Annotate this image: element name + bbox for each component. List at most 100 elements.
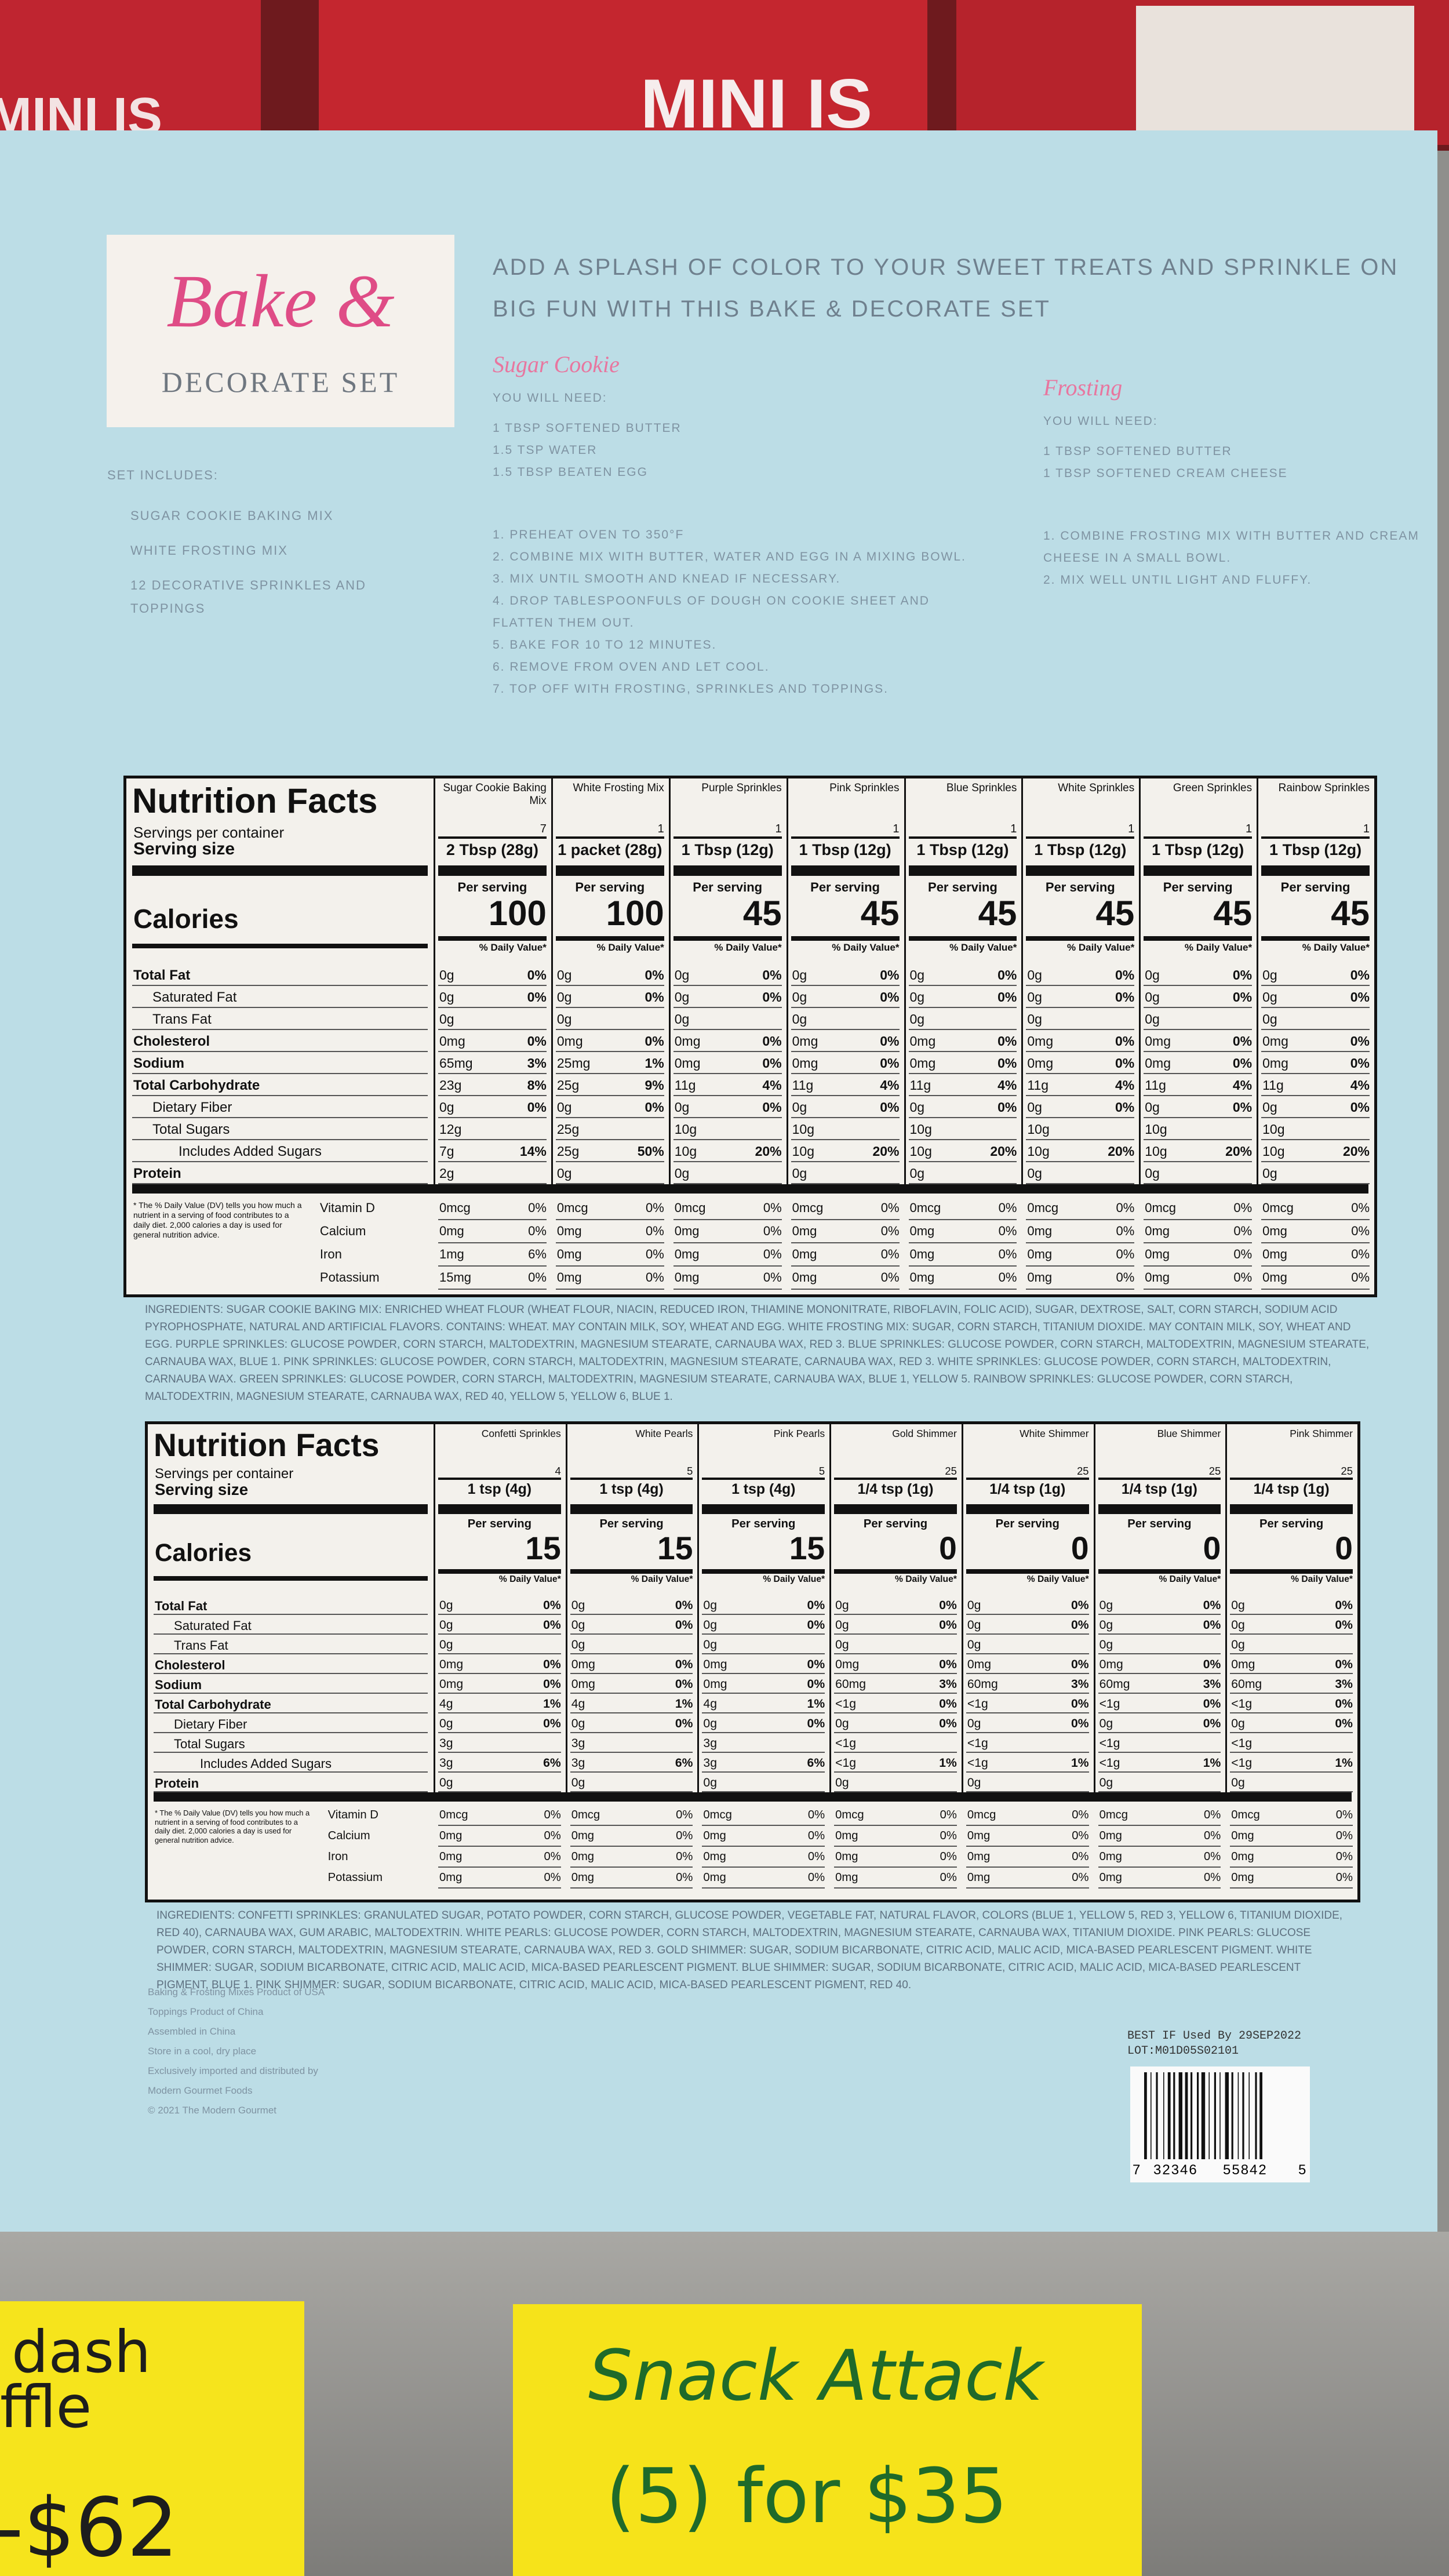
- nutrient-label: Dietary Fiber: [174, 1717, 247, 1732]
- servings: 1: [1363, 823, 1370, 835]
- row-line: [834, 1771, 957, 1773]
- amount: 60mg: [1099, 1678, 1130, 1691]
- daily-value: 0%: [1072, 1829, 1089, 1843]
- amount: <1g: [835, 1697, 857, 1711]
- per-serving: Per serving: [1280, 880, 1350, 894]
- daily-value: 1%: [675, 1697, 693, 1711]
- amount: 0g: [556, 989, 572, 1005]
- daily-value: 0%: [1072, 1809, 1089, 1822]
- dv-header: % Daily Value*: [1291, 1574, 1353, 1585]
- amount: 0g: [1231, 1638, 1245, 1652]
- row-line: [1230, 1653, 1353, 1655]
- serving-size: 1 Tbsp (12g): [1034, 841, 1127, 858]
- rule: [1230, 1569, 1353, 1574]
- row-line: [438, 1265, 547, 1267]
- daily-value: 0%: [1232, 989, 1253, 1005]
- barcode-digits: 55842: [1223, 2162, 1268, 2178]
- row-line: [438, 1846, 561, 1847]
- row-line: [908, 1161, 1017, 1162]
- product-name: White Sprinkles: [1058, 782, 1135, 794]
- column-divider: [1225, 1424, 1228, 1793]
- row-line: [154, 1791, 428, 1793]
- amount: 12g: [439, 1122, 462, 1137]
- row-line: [834, 1732, 957, 1734]
- rule: [132, 865, 428, 876]
- servings: 5: [687, 1464, 693, 1477]
- amount: 4g: [571, 1697, 585, 1711]
- row-line: [834, 1614, 957, 1616]
- daily-value: 0%: [527, 967, 547, 983]
- row-line: [673, 1139, 782, 1140]
- calories: 45: [1095, 894, 1135, 933]
- amount: 10g: [909, 1122, 932, 1137]
- row-line: [1026, 1073, 1135, 1074]
- row-line: [908, 1289, 1017, 1290]
- amount: 7g: [439, 1144, 454, 1159]
- column-divider: [1021, 778, 1024, 1184]
- servings: 1: [1128, 823, 1135, 835]
- amount: 0g: [967, 1776, 981, 1790]
- amount: 0g: [703, 1638, 717, 1652]
- amount: 0g: [1145, 1100, 1160, 1115]
- row-line: [1144, 1265, 1253, 1267]
- amount: 11g: [1262, 1078, 1284, 1093]
- daily-value: 1%: [1071, 1756, 1089, 1770]
- per-serving: Per serving: [731, 1518, 796, 1530]
- amount: 0g: [556, 1012, 572, 1027]
- daily-value: 0%: [1203, 1717, 1221, 1731]
- dv-header: % Daily Value*: [631, 1574, 693, 1585]
- amount: 0mg: [1262, 1224, 1287, 1238]
- amount: 0g: [835, 1618, 849, 1632]
- bar-stripe: [1255, 2072, 1257, 2159]
- step: 7. TOP OFF WITH FROSTING, SPRINKLES AND …: [493, 682, 889, 696]
- daily-value: 4%: [997, 1078, 1017, 1093]
- servings: 4: [555, 1464, 561, 1477]
- amount: 60mg: [967, 1678, 998, 1691]
- daily-value: 0%: [807, 1717, 825, 1731]
- row-line: [834, 1693, 957, 1694]
- daily-value: 0%: [762, 989, 782, 1005]
- row-line: [1230, 1752, 1353, 1753]
- logo-box: Bake & DECORATE SET: [107, 235, 454, 427]
- amount: 23g: [439, 1078, 462, 1093]
- daily-value: 0%: [1115, 1056, 1135, 1071]
- nutrient-label: Total Carbohydrate: [155, 1697, 271, 1712]
- amount: 0mcg: [909, 1200, 941, 1215]
- daily-value: 0%: [1115, 989, 1135, 1005]
- serving-size-label: Serving size: [155, 1480, 249, 1498]
- daily-value: 0%: [807, 1599, 825, 1613]
- amount: 0g: [967, 1618, 981, 1632]
- amount: 0mg: [967, 1850, 991, 1864]
- dv-header: % Daily Value*: [596, 942, 664, 953]
- daily-value: 0%: [645, 1200, 664, 1215]
- bar-stripe: [1225, 2072, 1229, 2159]
- ingredients: INGREDIENTS: CONFETTI SPRINKLES: GRANULA…: [156, 1909, 1343, 1991]
- amount: 0mg: [835, 1829, 858, 1843]
- row-line: [966, 1633, 1089, 1635]
- nutrient-label: Cholesterol: [133, 1034, 210, 1049]
- nutrient-label: Total Sugars: [174, 1737, 245, 1752]
- daily-value: 0%: [528, 1200, 547, 1215]
- footnote: * The % Daily Value (DV) tells you how m…: [155, 1809, 310, 1845]
- row-line: [1026, 1007, 1135, 1008]
- daily-value: 0%: [544, 1809, 561, 1822]
- product-name: Pink Sprinkles: [829, 782, 900, 794]
- rule: [673, 836, 782, 839]
- daily-value: 0%: [880, 989, 900, 1005]
- amount: 11g: [1027, 1078, 1049, 1093]
- vitamin-label: Iron: [327, 1850, 348, 1864]
- daily-value: 0%: [807, 1678, 825, 1691]
- daily-value: 0%: [1115, 1100, 1135, 1115]
- row-line: [702, 1712, 825, 1714]
- daily-value: 20%: [1342, 1144, 1370, 1159]
- daily-value: 20%: [1225, 1144, 1253, 1159]
- rule: [438, 1478, 561, 1480]
- row-line: [834, 1653, 957, 1655]
- row-line: [791, 1289, 900, 1290]
- row-line: [1144, 1139, 1253, 1140]
- rule: [438, 1569, 561, 1574]
- row-line: [702, 1887, 825, 1889]
- nutrient-label: Sodium: [133, 1056, 184, 1071]
- amount: 10g: [792, 1122, 814, 1137]
- row-line: [1098, 1614, 1221, 1616]
